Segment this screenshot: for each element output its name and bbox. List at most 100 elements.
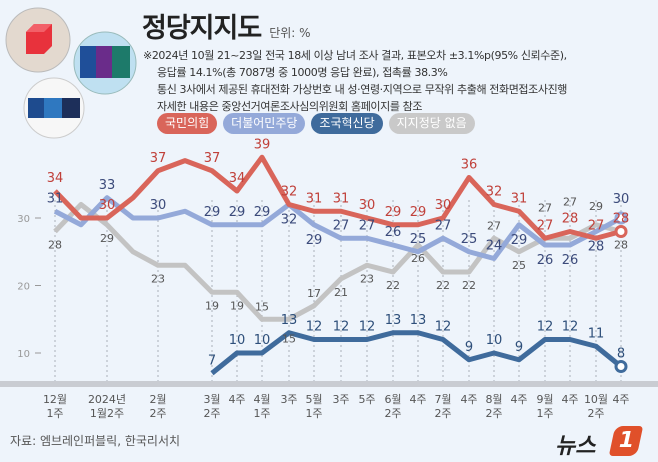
- x-tick-label: 4주: [228, 393, 245, 406]
- data-label: 34: [229, 171, 246, 186]
- data-label: 29: [306, 233, 323, 248]
- data-label: 33: [99, 178, 116, 193]
- data-label: 24: [486, 239, 503, 254]
- brand-logo: 뉴스: [555, 434, 596, 459]
- x-axis-band: [0, 381, 658, 387]
- x-tick-label: 6월: [384, 393, 401, 406]
- x-tick-label: 1주: [46, 407, 63, 420]
- series-line-2: [210, 330, 623, 376]
- x-tick-label: 2024년: [88, 393, 126, 406]
- data-label: 29: [204, 205, 221, 220]
- data-label: 15: [255, 300, 269, 313]
- data-label: 12: [306, 320, 323, 335]
- legend-rebuilding-korea: 조국혁신당: [311, 113, 383, 134]
- data-label: 29: [410, 205, 427, 220]
- x-tick-label: 8월: [485, 393, 502, 406]
- x-tick-label: 9월: [536, 393, 553, 406]
- data-label: 15: [282, 332, 296, 345]
- data-label: 32: [486, 185, 503, 200]
- data-label: 13: [385, 313, 402, 328]
- x-tick-label: 4주: [510, 393, 527, 406]
- data-label: 27: [537, 218, 554, 233]
- data-label: 30: [150, 198, 167, 213]
- legend-ppp: 국민의힘: [157, 113, 218, 134]
- title-row: 정당지지도 단위: %: [142, 6, 311, 45]
- x-tick-label: 4주: [561, 393, 578, 406]
- data-label: 9: [465, 340, 473, 355]
- data-label: 17: [307, 287, 321, 300]
- x-tick-label: 12월: [43, 393, 67, 406]
- series-line-0: [53, 154, 622, 241]
- data-label: 27: [359, 218, 376, 233]
- data-label: 22: [462, 279, 476, 292]
- data-label: 31: [47, 191, 64, 206]
- data-label: 39: [254, 137, 271, 152]
- data-label: 23: [360, 272, 374, 285]
- series-end-marker: [614, 211, 628, 225]
- data-label: 27: [333, 218, 350, 233]
- legend-democratic: 더불어민주당: [223, 113, 306, 134]
- survey-note: 통신 3사에서 제공된 휴대전화 가상번호 내 성·연령·지역으로 무작위 추출…: [157, 83, 568, 96]
- survey-note: ※2024년 10월 21~23일 전국 18세 이상 남녀 조사 결과, 표본…: [143, 49, 567, 62]
- data-label: 10: [229, 333, 246, 348]
- data-label: 26: [411, 252, 425, 265]
- data-label: 36: [461, 158, 478, 173]
- data-label: 28: [614, 239, 628, 252]
- data-label: 32: [281, 185, 298, 200]
- data-label: 31: [306, 191, 323, 206]
- party-logo-democratic-icon: [73, 31, 137, 95]
- data-label: 30: [359, 198, 376, 213]
- y-tick-label: 30: [17, 214, 30, 225]
- data-label: 12: [562, 320, 579, 335]
- series-line-1: [53, 195, 623, 261]
- source-text: 자료: 엠브레인퍼블릭, 한국리서치: [10, 434, 181, 448]
- party-logo-ppp-icon: [5, 7, 71, 73]
- x-tick-label: 5주: [358, 393, 375, 406]
- data-label: 12: [537, 320, 554, 335]
- data-label: 10: [486, 333, 503, 348]
- x-tick-label: 1주: [536, 407, 553, 420]
- data-label: 30: [99, 198, 116, 213]
- legend: 국민의힘 더불어민주당 조국혁신당 지지정당 없음: [157, 113, 475, 134]
- x-tick-label: 3주: [332, 393, 349, 406]
- data-label: 25: [410, 232, 427, 247]
- data-label: 7: [208, 353, 216, 368]
- series-line-3: [53, 202, 622, 322]
- x-tick-label: 2주: [203, 407, 220, 420]
- x-tick-label: 2주: [384, 407, 401, 420]
- data-label: 29: [229, 205, 246, 220]
- y-tick-label: 20: [17, 282, 30, 293]
- x-tick-label: 4주: [409, 393, 426, 406]
- survey-note: 응답률 14.1%(총 7087명 중 1000명 응답 완료), 접촉률 38…: [157, 66, 448, 79]
- series-end-marker: [614, 360, 628, 373]
- x-tick-label: 3월: [203, 393, 220, 406]
- x-tick-label: 5월: [305, 393, 322, 406]
- data-label: 19: [205, 299, 219, 312]
- data-label: 32: [281, 213, 298, 228]
- data-label: 28: [562, 212, 579, 227]
- data-label: 8: [617, 347, 625, 362]
- data-label: 27: [588, 218, 605, 233]
- data-label: 25: [512, 259, 526, 272]
- data-label: 12: [359, 320, 376, 335]
- x-tick-label: 1월2주: [90, 407, 124, 420]
- data-label: 28: [588, 240, 605, 255]
- unit-label: 단위: %: [269, 26, 311, 40]
- data-label: 27: [487, 219, 501, 232]
- data-label: 27: [538, 201, 552, 214]
- x-tick-label: 2주: [149, 407, 166, 420]
- data-label: 29: [589, 200, 603, 213]
- data-label: 37: [150, 151, 167, 166]
- party-logo-rebuilding-korea-icon: [23, 77, 85, 139]
- data-label: 13: [410, 313, 427, 328]
- x-tick-label: 3주: [280, 393, 297, 406]
- data-label: 30: [613, 192, 630, 207]
- data-label: 28: [613, 212, 630, 227]
- data-label: 12: [435, 320, 452, 335]
- x-tick-label: 2주: [485, 407, 502, 420]
- data-label: 10: [254, 333, 271, 348]
- data-label: 22: [386, 279, 400, 292]
- data-label: 12: [333, 320, 350, 335]
- data-label: 31: [511, 191, 528, 206]
